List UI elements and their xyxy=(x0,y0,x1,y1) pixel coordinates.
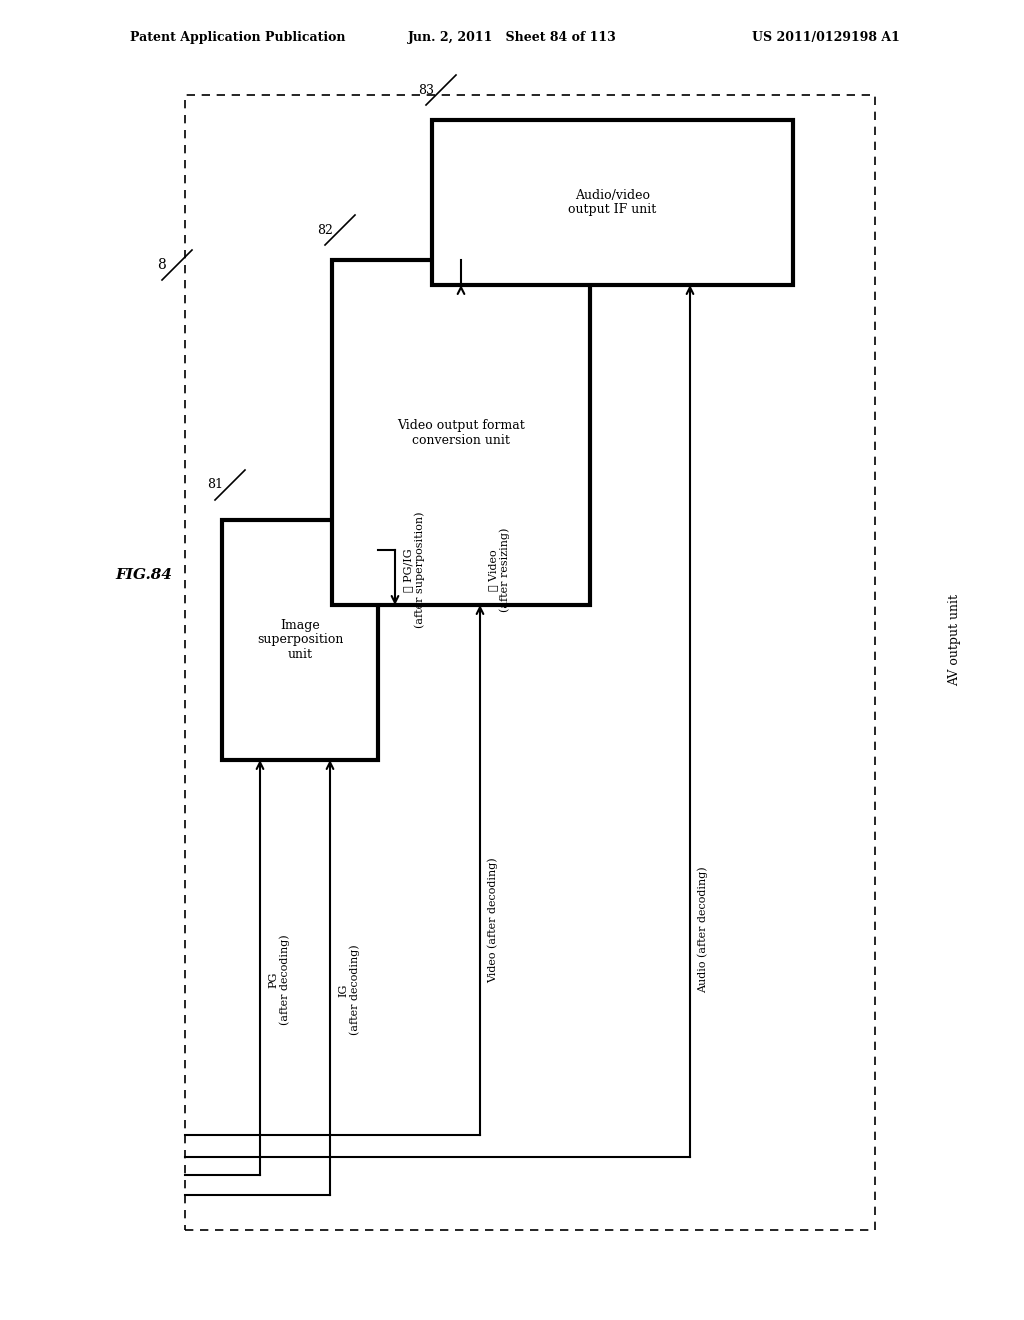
Text: Audio/video
output IF unit: Audio/video output IF unit xyxy=(568,189,656,216)
Text: 82: 82 xyxy=(317,223,333,236)
Text: 83: 83 xyxy=(418,83,434,96)
Text: Video output format
conversion unit: Video output format conversion unit xyxy=(397,418,525,446)
Text: ② PG/IG
(after superposition): ② PG/IG (after superposition) xyxy=(403,512,425,628)
Text: Image
superposition
unit: Image superposition unit xyxy=(257,619,343,661)
Text: 81: 81 xyxy=(207,479,223,491)
Text: PG
(after decoding): PG (after decoding) xyxy=(268,935,290,1026)
Text: ① Video
(after resizing): ① Video (after resizing) xyxy=(488,528,510,612)
Text: FIG.84: FIG.84 xyxy=(115,568,172,582)
Text: Jun. 2, 2011   Sheet 84 of 113: Jun. 2, 2011 Sheet 84 of 113 xyxy=(408,32,616,45)
Text: Patent Application Publication: Patent Application Publication xyxy=(130,32,345,45)
Text: 8: 8 xyxy=(158,257,166,272)
Text: Video (after decoding): Video (after decoding) xyxy=(488,857,499,983)
Text: IG
(after decoding): IG (after decoding) xyxy=(338,945,360,1035)
Text: AV output unit: AV output unit xyxy=(948,594,962,686)
Bar xyxy=(222,520,378,760)
Bar xyxy=(332,260,590,605)
Bar xyxy=(432,120,793,285)
Text: Audio (after decoding): Audio (after decoding) xyxy=(698,867,709,994)
Text: US 2011/0129198 A1: US 2011/0129198 A1 xyxy=(752,32,900,45)
Bar xyxy=(185,95,874,1230)
